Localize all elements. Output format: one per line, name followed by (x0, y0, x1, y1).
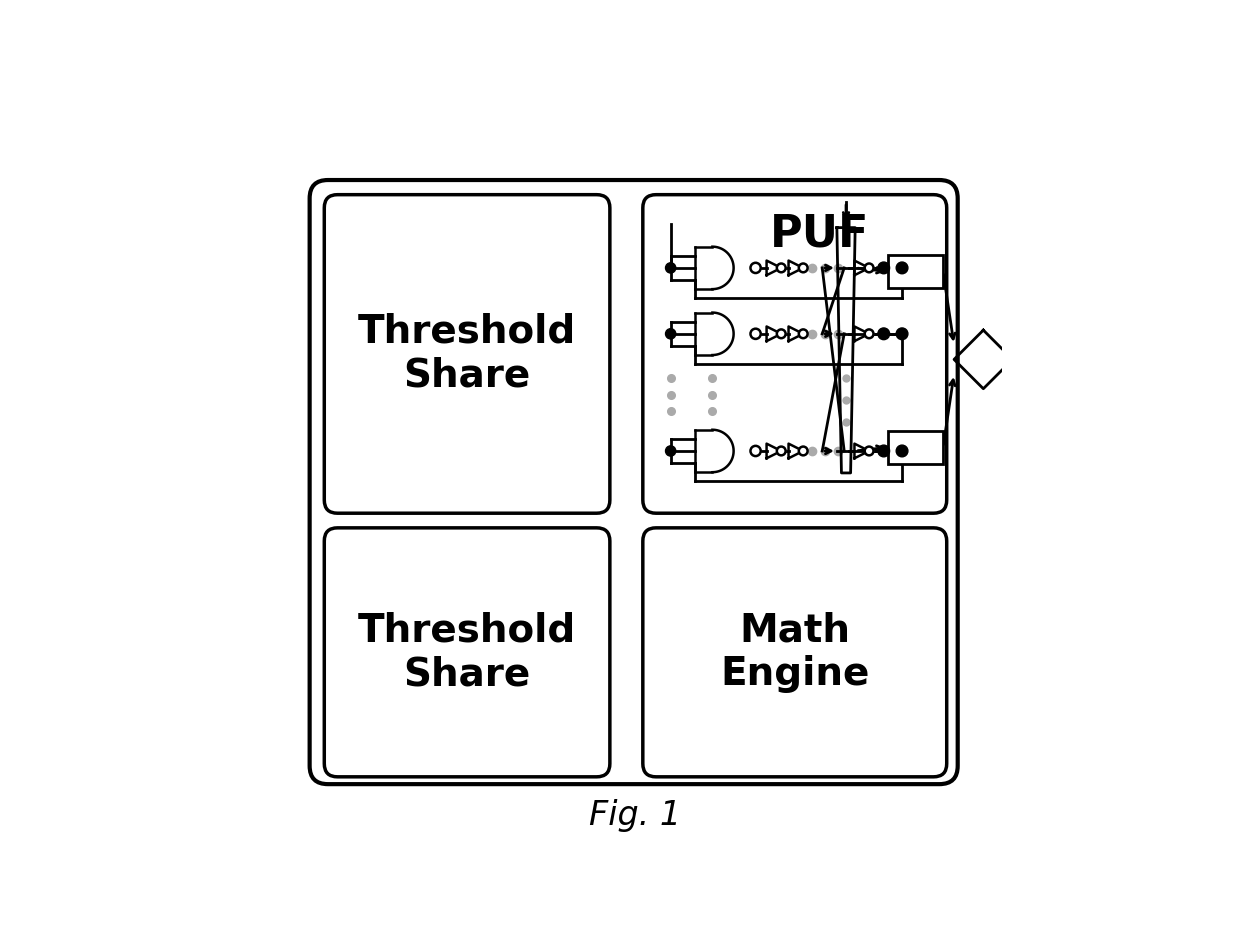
Circle shape (897, 262, 908, 274)
Circle shape (897, 445, 908, 456)
Text: Threshold
Share: Threshold Share (358, 313, 577, 395)
Circle shape (864, 263, 873, 272)
Circle shape (897, 328, 908, 340)
Circle shape (799, 329, 807, 339)
FancyBboxPatch shape (325, 195, 610, 514)
FancyBboxPatch shape (642, 528, 946, 777)
FancyBboxPatch shape (325, 528, 610, 777)
Circle shape (776, 329, 786, 339)
Circle shape (750, 329, 760, 339)
Circle shape (799, 263, 807, 272)
Circle shape (666, 262, 676, 273)
Text: PUF: PUF (769, 213, 869, 256)
Circle shape (776, 263, 786, 272)
Circle shape (666, 446, 676, 456)
Circle shape (878, 445, 889, 456)
Circle shape (878, 262, 889, 274)
Circle shape (799, 447, 807, 456)
Circle shape (750, 446, 760, 456)
Text: Threshold
Share: Threshold Share (358, 611, 577, 693)
Circle shape (878, 328, 889, 340)
Text: Math
Engine: Math Engine (720, 611, 869, 693)
Circle shape (864, 329, 873, 339)
Circle shape (864, 447, 873, 456)
FancyBboxPatch shape (888, 255, 944, 288)
Circle shape (776, 447, 786, 456)
Circle shape (666, 329, 676, 339)
Text: Fig. 1: Fig. 1 (589, 799, 682, 832)
Circle shape (750, 262, 760, 273)
FancyBboxPatch shape (888, 431, 944, 464)
FancyBboxPatch shape (642, 195, 946, 514)
FancyBboxPatch shape (310, 180, 957, 785)
